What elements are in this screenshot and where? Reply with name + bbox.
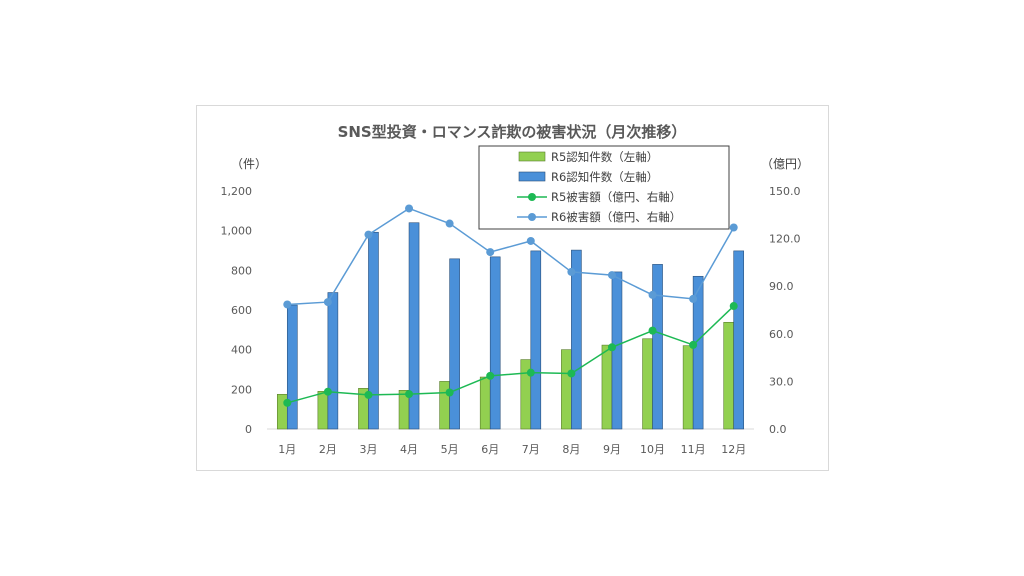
point-r6-damage — [567, 267, 576, 276]
bar-r5-count — [601, 344, 613, 430]
bar-r6-count — [692, 275, 704, 430]
point-r6-damage — [526, 236, 535, 245]
left-tick-label: 1,200 — [221, 185, 253, 198]
point-r6-damage — [729, 223, 738, 232]
x-tick-label: 9月 — [603, 443, 621, 456]
left-tick-label: 800 — [231, 264, 252, 277]
x-tick-label: 7月 — [522, 443, 540, 456]
legend-label: R6被害額（億円、右軸） — [551, 210, 681, 224]
legend-swatch — [518, 171, 546, 182]
point-r6-damage — [648, 290, 657, 299]
x-tick-label: 5月 — [441, 443, 459, 456]
left-tick-label: 0 — [245, 423, 252, 436]
left-tick-label: 200 — [231, 383, 252, 396]
x-tick-label: 11月 — [681, 443, 706, 456]
bar-r6-count — [449, 258, 460, 430]
x-tick-label: 1月 — [278, 443, 296, 456]
point-r5-damage — [283, 398, 292, 407]
line-r6-damage — [287, 207, 735, 306]
point-r6-damage — [323, 298, 332, 307]
left-tick-label: 400 — [231, 344, 252, 357]
bar-r5-count — [642, 338, 653, 430]
point-r5-damage — [486, 371, 495, 380]
left-axis-label: （件） — [231, 157, 267, 171]
x-tick-label: 10月 — [640, 443, 665, 456]
x-tick-label: 8月 — [562, 443, 580, 456]
point-r5-damage — [729, 302, 738, 311]
point-r5-damage — [323, 387, 332, 396]
bar-r6-count — [733, 250, 745, 430]
right-tick-label: 90.0 — [769, 280, 794, 293]
bar-r5-count — [723, 321, 735, 430]
point-r5-damage — [526, 368, 535, 377]
bar-r6-count — [489, 256, 501, 430]
x-tick-label: 4月 — [400, 443, 418, 456]
left-tick-label: 1,000 — [221, 225, 253, 238]
legend-label: R6認知件数（左軸） — [551, 170, 658, 184]
right-tick-label: 120.0 — [769, 233, 801, 246]
right-axis-label: （億円） — [761, 157, 809, 171]
chart-frame: SNS型投資・ロマンス詐欺の被害状況（月次推移） （件） （億円） 0 200 400 60… — [196, 105, 829, 471]
right-tick-label: 0.0 — [769, 423, 787, 436]
left-tick-label: 600 — [231, 304, 252, 317]
point-r5-damage — [445, 388, 454, 397]
bar-r6-count — [571, 249, 582, 430]
legend-marker — [528, 213, 536, 221]
x-tick-label: 12月 — [721, 443, 746, 456]
bar-r5-count — [479, 376, 491, 430]
bar-r5-count — [439, 381, 450, 430]
legend-label: R5被害額（億円、右軸） — [551, 190, 681, 204]
point-r5-damage — [607, 343, 616, 352]
bar-r5-count — [561, 349, 572, 430]
bar-r6-count — [327, 292, 339, 430]
bar-r5-count — [317, 391, 329, 430]
point-r6-damage — [364, 230, 373, 239]
bar-r5-count — [682, 345, 694, 430]
chart-title: SNS型投資・ロマンス詐欺の被害状況（月次推移） — [338, 123, 687, 141]
point-r5-damage — [405, 390, 414, 399]
bar-r6-count — [286, 304, 298, 430]
combo-chart: SNS型投資・ロマンス詐欺の被害状況（月次推移） （件） （億円） 0 200 400 60… — [221, 123, 810, 456]
x-tick-label: 2月 — [319, 443, 337, 456]
bar-r6-count — [368, 231, 379, 430]
bar-r6-count — [652, 264, 663, 430]
legend-marker — [528, 193, 536, 201]
bar-r6-count — [530, 250, 542, 430]
point-r5-damage — [364, 390, 373, 399]
right-tick-label: 60.0 — [769, 328, 794, 341]
right-tick-label: 150.0 — [769, 185, 801, 198]
legend-swatch — [518, 151, 546, 162]
point-r6-damage — [405, 204, 414, 213]
point-r5-damage — [689, 340, 698, 349]
line-r5-damage — [287, 305, 735, 404]
x-tick-label: 6月 — [481, 443, 499, 456]
point-r6-damage — [607, 271, 616, 280]
x-tick-label: 3月 — [359, 443, 377, 456]
point-r5-damage — [567, 369, 576, 378]
bar-r6-count — [408, 222, 420, 430]
point-r6-damage — [486, 248, 495, 257]
legend-label: R5認知件数（左軸） — [551, 150, 658, 164]
point-r5-damage — [648, 326, 657, 335]
right-tick-label: 30.0 — [769, 375, 794, 388]
point-r6-damage — [689, 294, 698, 303]
point-r6-damage — [445, 219, 454, 228]
point-r6-damage — [283, 300, 292, 309]
